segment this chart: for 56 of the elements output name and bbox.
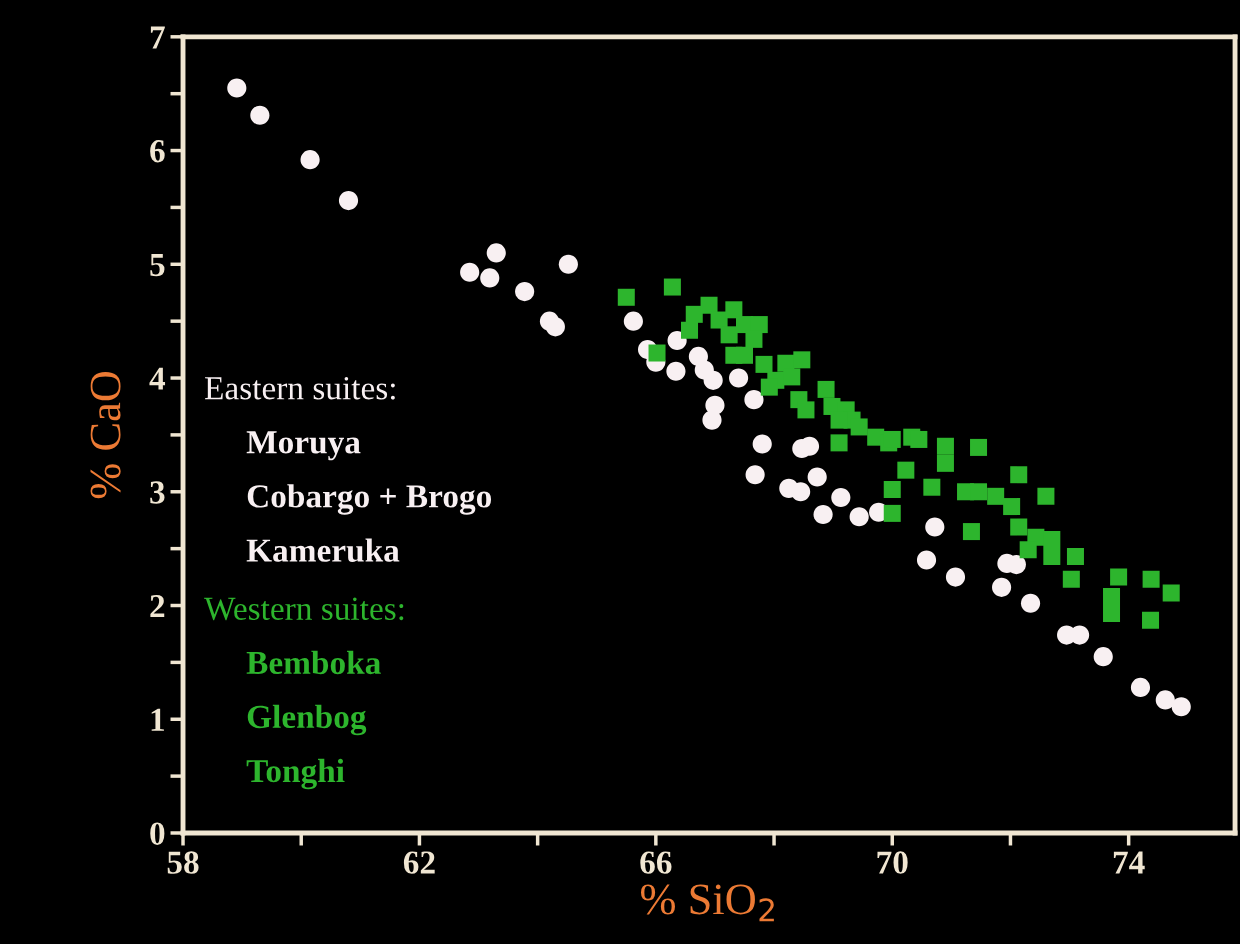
y-tick-label: 5 — [150, 254, 165, 277]
point — [558, 254, 578, 274]
annotation: Moruya — [246, 431, 361, 461]
point — [1171, 697, 1191, 717]
point — [338, 191, 359, 211]
point — [545, 317, 565, 337]
point — [480, 268, 500, 288]
x-tick-label: 70 — [877, 851, 908, 874]
point — [945, 567, 966, 587]
point — [486, 243, 506, 263]
annotation: Bemboka — [246, 650, 381, 675]
point — [849, 507, 869, 527]
point — [515, 282, 535, 302]
x-tick-label: 66 — [640, 851, 672, 874]
point — [623, 311, 643, 331]
point — [831, 487, 851, 508]
point — [1093, 647, 1113, 667]
y-tick-label: 2 — [150, 595, 165, 618]
annotation: Glenbog — [247, 704, 367, 736]
point — [1020, 593, 1041, 613]
point — [460, 262, 480, 282]
annotation: Tonghi — [246, 758, 345, 790]
point — [250, 105, 270, 125]
y-tick-label: 3 — [150, 481, 165, 504]
point — [1155, 690, 1175, 710]
annotation: Cobargo + Brogo — [247, 484, 492, 515]
y-tick-label: 0 — [150, 822, 165, 845]
point — [752, 434, 772, 454]
x-axis-title: % SiO$_{2}$ — [641, 884, 774, 922]
point — [807, 467, 827, 487]
point — [705, 395, 725, 415]
point — [1070, 625, 1090, 645]
y-tick-label: 6 — [150, 140, 165, 163]
point — [703, 370, 723, 390]
point — [992, 577, 1012, 597]
annotation: Kameruka — [246, 538, 400, 562]
point — [729, 368, 749, 388]
point — [791, 482, 811, 502]
x-tick-label: 62 — [403, 851, 435, 874]
point — [925, 517, 945, 537]
y-tick-label: 7 — [150, 26, 165, 49]
point — [300, 150, 320, 170]
point — [745, 465, 765, 485]
x-tick-label: 74 — [1113, 851, 1145, 874]
text: Eastern suites: — [205, 377, 395, 400]
point — [744, 390, 764, 410]
y-tick-label: 1 — [151, 708, 164, 731]
point — [666, 361, 686, 381]
y-axis-title: % CaO — [90, 371, 121, 499]
y-tick-label: 4 — [149, 367, 166, 390]
point — [813, 504, 833, 525]
point — [227, 78, 247, 98]
text: Western suites: — [204, 597, 404, 621]
point — [1130, 677, 1151, 697]
point — [916, 550, 937, 570]
x-tick-label: 58 — [167, 851, 199, 874]
